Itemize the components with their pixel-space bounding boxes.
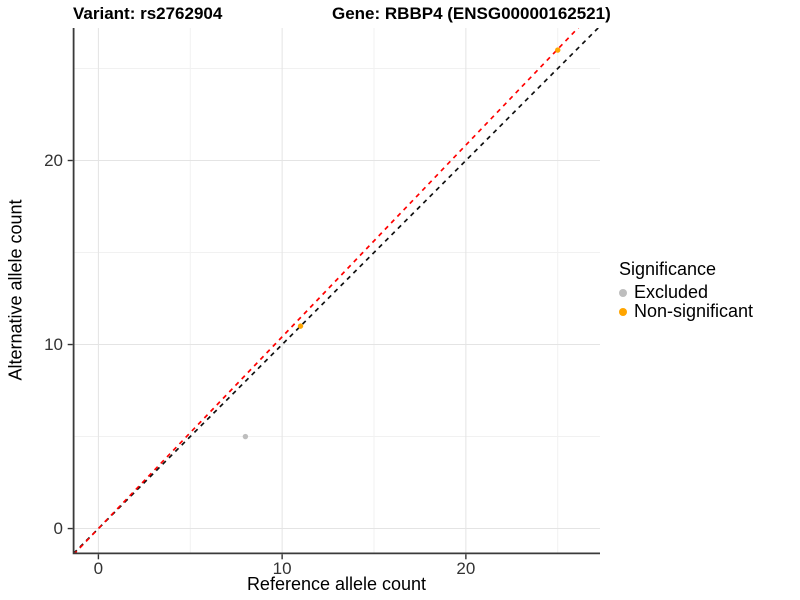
legend-item-non-significant: Non-significant	[619, 301, 754, 321]
data-point-excluded	[242, 433, 249, 440]
data-point-non-significant	[555, 47, 561, 53]
legend-key-dot-icon	[619, 288, 627, 297]
axis-lines	[72, 28, 600, 555]
reference-lines	[73, 28, 600, 554]
legend-item-label: Non-significant	[634, 301, 754, 321]
tick-marks	[67, 159, 467, 560]
legend: Significance Excluded Non-significant	[619, 259, 753, 321]
legend-key-dot-icon	[619, 307, 627, 316]
plot-title-variant: Variant: rs2762904	[73, 4, 223, 23]
plot-title-gene: Gene: RBBP4 (ENSG00000162521)	[332, 4, 611, 23]
gridlines-major	[73, 28, 600, 554]
x-tick-label-20: 20	[456, 559, 476, 578]
data-points	[242, 47, 561, 440]
y-tick-label-20: 20	[44, 150, 63, 170]
x-tick-label-0: 0	[93, 559, 104, 578]
fit-line	[73, 28, 580, 554]
gridlines-minor	[73, 28, 600, 554]
y-tick-label-10: 10	[44, 334, 63, 354]
legend-item-excluded: Excluded	[619, 282, 753, 302]
legend-item-label: Excluded	[634, 282, 709, 302]
x-axis-title: Reference allele count	[246, 574, 427, 594]
x-tick-label-10: 10	[272, 559, 292, 578]
legend-entries: Excluded Non-significant	[619, 282, 754, 321]
legend-title: Significance	[619, 259, 717, 279]
y-tick-label-0: 0	[53, 518, 63, 538]
identity-line	[73, 28, 600, 554]
data-point-non-significant	[297, 323, 304, 329]
